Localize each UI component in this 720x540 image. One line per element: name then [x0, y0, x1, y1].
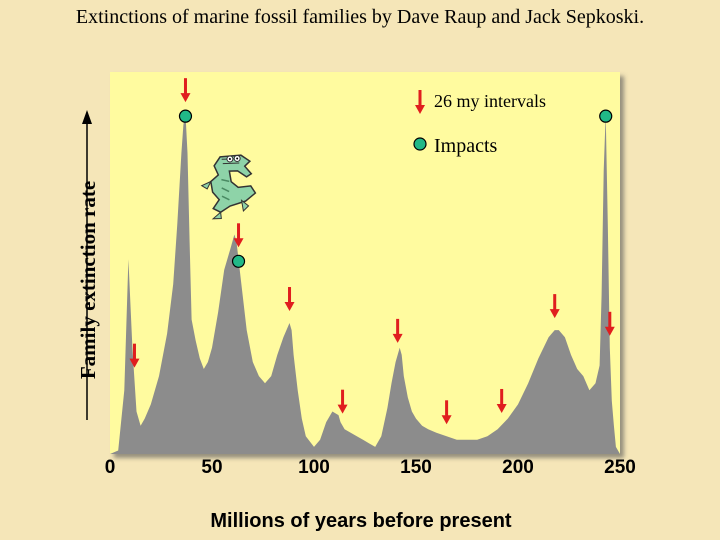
- crocodile-icon: [200, 154, 257, 220]
- legend-impact-icon: [413, 137, 427, 151]
- extinction-arrow: [233, 223, 244, 248]
- extinction-arrow: [129, 343, 140, 368]
- extinction-arrow: [392, 318, 403, 343]
- x-tick-label: 50: [201, 457, 222, 478]
- impact-marker: [599, 109, 613, 123]
- extinction-area: [110, 114, 620, 454]
- y-axis-label: Family extinction rate: [76, 181, 100, 379]
- extinction-arrow: [496, 388, 507, 413]
- extinction-arrow: [441, 400, 452, 425]
- impact-marker: [178, 109, 193, 123]
- legend-label-intervals: 26 my intervals: [434, 91, 546, 111]
- extinction-arrow: [180, 78, 191, 103]
- x-axis-label: Millions of years before present: [210, 510, 512, 532]
- impact-marker: [231, 254, 246, 268]
- x-tick-label: 150: [400, 457, 432, 478]
- extinction-arrow: [284, 287, 295, 312]
- legend-arrow-icon: [415, 90, 425, 114]
- extinction-arrow: [549, 294, 560, 319]
- extinction-arrow: [604, 311, 615, 336]
- page-title: Extinctions of marine fossil families by…: [75, 6, 645, 28]
- x-tick-label: 100: [298, 457, 330, 478]
- legend-label-impacts: Impacts: [434, 135, 498, 157]
- x-tick-label: 200: [502, 457, 534, 478]
- extinction-arrow: [337, 389, 348, 414]
- y-axis-arrow: [82, 110, 92, 420]
- x-tick-label: 250: [604, 457, 636, 478]
- x-tick-label: 0: [105, 457, 116, 478]
